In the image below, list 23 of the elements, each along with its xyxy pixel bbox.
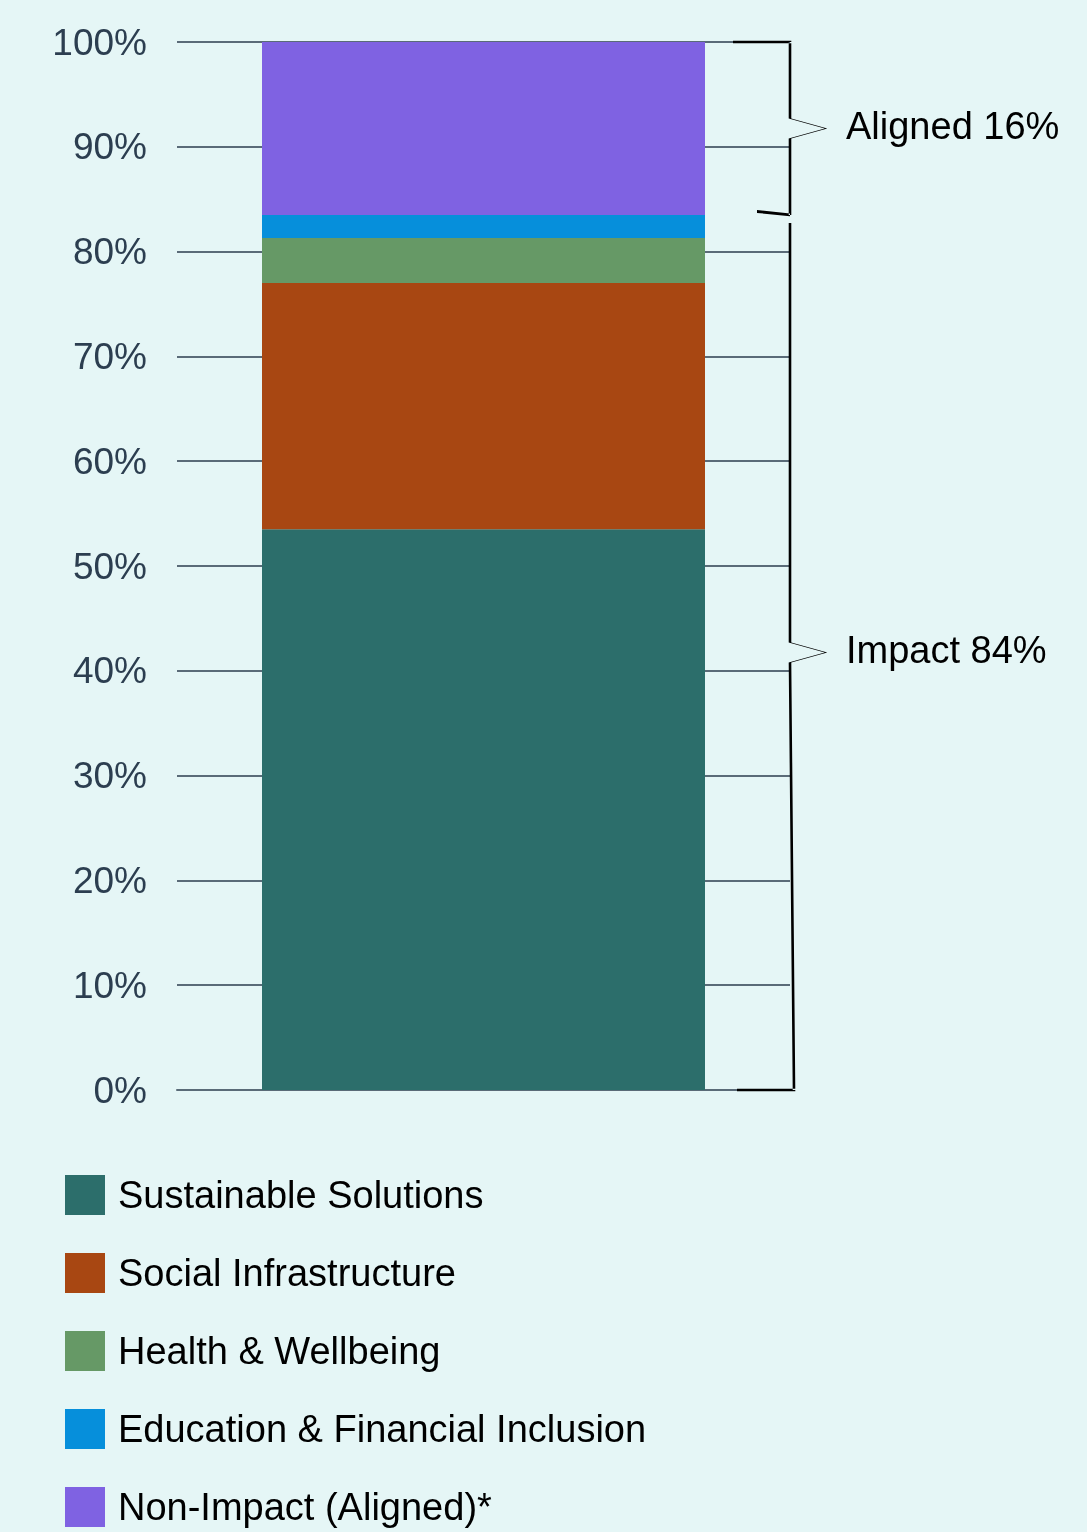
bar — [262, 214, 705, 238]
legend-label: Non-Impact (Aligned)* — [118, 1486, 493, 1528]
bar — [262, 529, 705, 1090]
y-tick-label: 70% — [72, 335, 147, 377]
bar — [262, 42, 705, 215]
y-tick-label: 10% — [72, 964, 147, 1006]
text: Impact 84% — [846, 629, 1047, 673]
y-tick-label: 100% — [52, 21, 147, 63]
bar — [262, 237, 705, 284]
y-tick-label: 30% — [72, 755, 147, 797]
legend-label: Sustainable Solutions — [118, 1174, 484, 1216]
legend-label: Health & Wellbeing — [118, 1330, 441, 1372]
legend-label: Education & Financial Inclusion — [118, 1408, 647, 1450]
text: Aligned 16% — [846, 105, 1060, 149]
bar — [262, 283, 705, 530]
legend-label: Social Infrastructure — [118, 1252, 456, 1294]
y-tick-label: 0% — [93, 1069, 147, 1111]
y-tick-label: 90% — [72, 126, 147, 168]
y-tick-label: 60% — [72, 440, 147, 482]
y-tick-label: 80% — [72, 231, 147, 273]
y-tick-label: 50% — [72, 545, 147, 587]
y-tick-label: 40% — [72, 650, 147, 692]
y-tick-label: 20% — [72, 859, 147, 901]
